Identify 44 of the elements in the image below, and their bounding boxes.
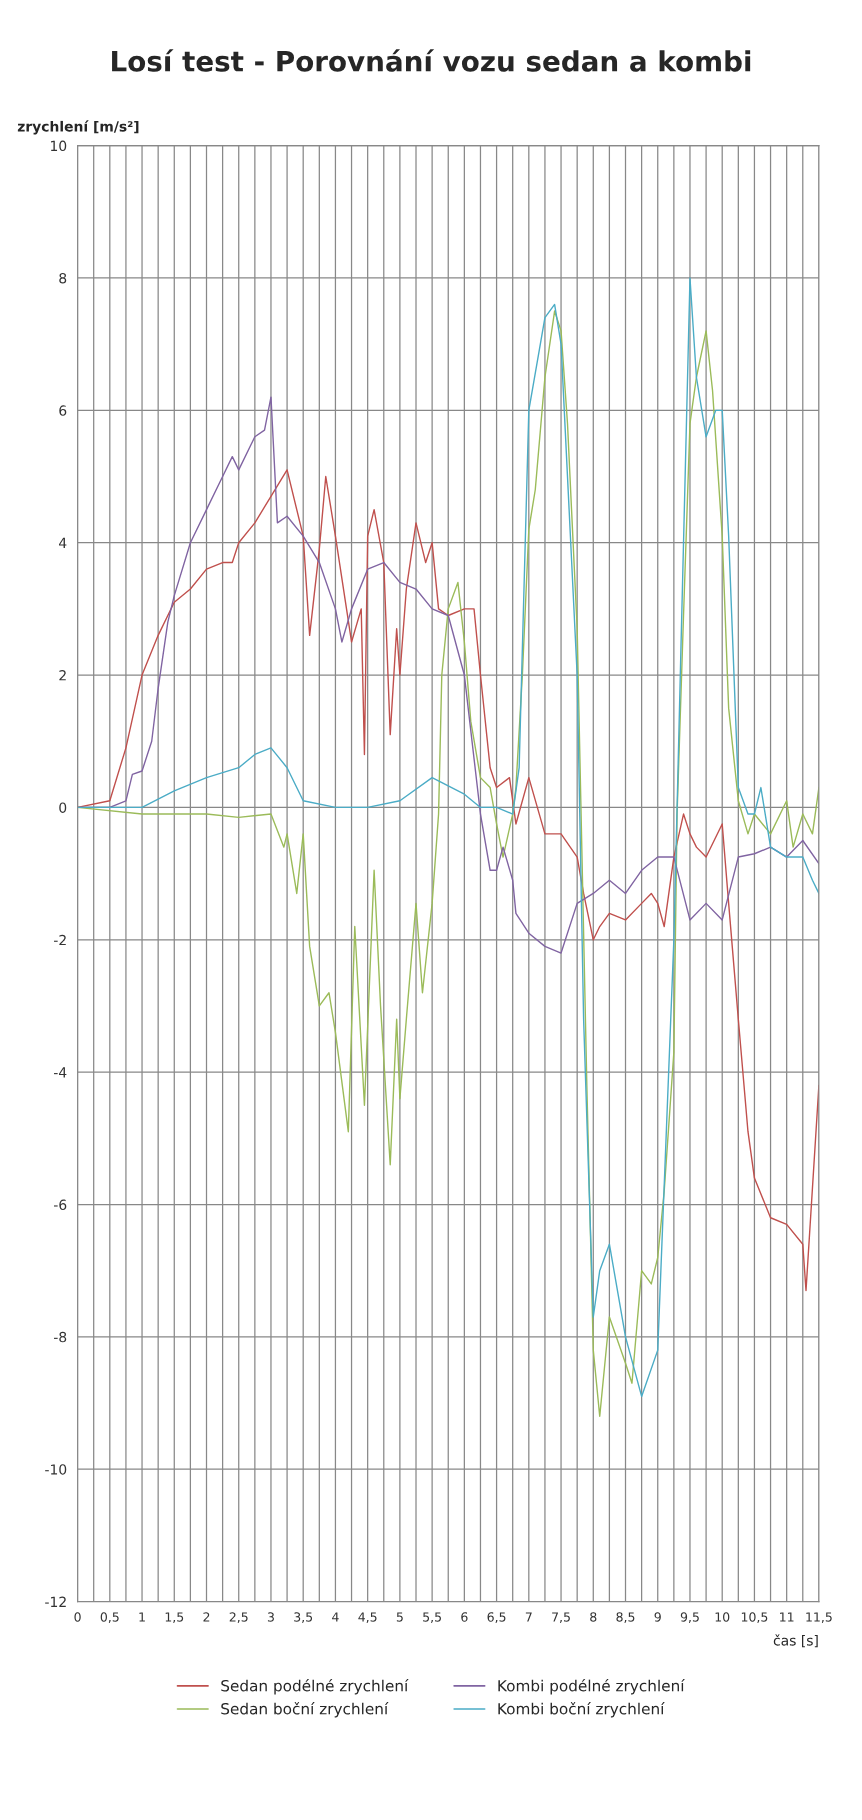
x-tick-label: 10,5 <box>741 1612 768 1623</box>
y-tick-label: 10 <box>51 140 67 152</box>
y-tick-label: -4 <box>53 1067 67 1078</box>
x-tick-label: 3 <box>267 1612 274 1622</box>
y-tick-label: 6 <box>59 405 67 416</box>
x-tick-label: 7,5 <box>552 1612 570 1623</box>
x-axis-title: čas [s] <box>773 1634 818 1648</box>
x-tick-label: 6 <box>461 1612 468 1622</box>
chart-title: Losí test - Porovnání vozu sedan a kombi <box>112 49 751 72</box>
y-tick-label: -2 <box>53 934 66 946</box>
x-tick-label: 9,5 <box>680 1612 699 1623</box>
y-tick-label: 4 <box>59 537 67 548</box>
x-tick-label: 7 <box>525 1612 532 1622</box>
x-tick-label: 5 <box>396 1612 403 1622</box>
y-tick-label: 2 <box>59 670 66 681</box>
legend-label: Kombi podélné zrychlení <box>498 1679 685 1695</box>
x-tick-label: 8 <box>590 1612 597 1622</box>
x-tick-label: 9 <box>654 1612 661 1622</box>
x-tick-label: 1,5 <box>165 1612 184 1623</box>
x-tick-label: 6,5 <box>487 1612 506 1623</box>
y-tick-label: -6 <box>53 1199 67 1210</box>
y-tick-label: -10 <box>45 1464 67 1475</box>
legend-label: Kombi boční zrychlení <box>498 1702 665 1718</box>
legend-label: Sedan boční zrychlení <box>221 1702 389 1718</box>
x-tick-label: 10 <box>715 1612 730 1622</box>
line-series <box>77 469 819 1292</box>
legend-label: Sedan podélné zrychlení <box>221 1679 409 1695</box>
y-tick-label: -8 <box>53 1331 67 1343</box>
y-tick-label: -12 <box>45 1596 66 1607</box>
x-tick-label: 2 <box>203 1612 210 1622</box>
y-tick-label: 0 <box>59 802 67 813</box>
x-tick-label: 0 <box>74 1612 81 1622</box>
x-tick-label: 8,5 <box>616 1612 635 1623</box>
x-tick-label: 4 <box>332 1612 339 1622</box>
x-tick-label: 5,5 <box>423 1612 441 1623</box>
x-tick-label: 4,5 <box>358 1612 377 1623</box>
y-axis-title: zrychlení [m/s²] <box>17 120 139 135</box>
x-tick-label: 11,5 <box>806 1612 832 1623</box>
x-tick-label: 2,5 <box>229 1612 248 1623</box>
x-tick-label: 0,5 <box>100 1612 119 1623</box>
y-tick-label: 8 <box>59 272 67 284</box>
x-tick-label: 11 <box>780 1612 794 1622</box>
x-tick-label: 1 <box>139 1612 145 1622</box>
x-tick-label: 3,5 <box>294 1612 313 1623</box>
